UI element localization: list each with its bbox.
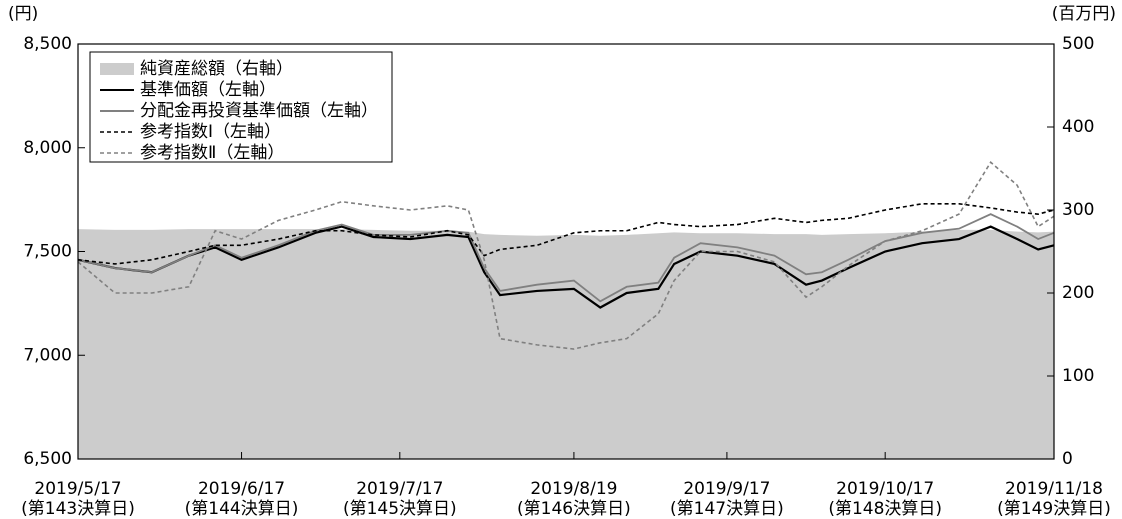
y2-tick-label: 500: [1062, 34, 1094, 54]
y-tick-label: 8,500: [23, 34, 72, 54]
y-axis-label: (円): [8, 4, 38, 24]
y-tick-label: 7,000: [23, 345, 72, 365]
x-tick-label: (第145決算日): [343, 499, 457, 519]
legend-label: 基準価額（左軸）: [140, 80, 276, 100]
x-tick-label: 2019/9/17: [683, 479, 770, 499]
x-tick-label: (第143決算日): [21, 499, 135, 519]
x-tick-label: (第144決算日): [185, 499, 299, 519]
legend-label: 参考指数Ⅱ（左軸）: [140, 143, 284, 163]
y2-tick-label: 0: [1062, 449, 1073, 469]
legend-swatch: [100, 63, 134, 75]
x-tick-label: 2019/5/17: [34, 479, 121, 499]
legend-box: [89, 51, 393, 163]
y2-tick-label: 100: [1062, 366, 1094, 386]
x-tick-label: (第147決算日): [670, 499, 784, 519]
x-tick-label: 2019/6/17: [198, 479, 285, 499]
y2-tick-label: 400: [1062, 117, 1094, 137]
legend-label: 分配金再投資基準価額（左軸）: [140, 101, 378, 121]
x-tick-label: 2019/8/19: [530, 479, 617, 499]
area: [78, 229, 1054, 459]
x-tick-label: (第148決算日): [828, 499, 942, 519]
y-tick-label: 8,000: [23, 138, 72, 158]
line: [77, 213, 1055, 303]
legend-label: 参考指数Ⅰ（左軸）: [140, 122, 281, 142]
line: [77, 225, 1055, 309]
x-tick-label: (第149決算日): [997, 499, 1111, 519]
y2-tick-label: 200: [1062, 283, 1094, 303]
x-tick-label: 2019/10/17: [836, 479, 934, 499]
y2-tick-label: 300: [1062, 200, 1094, 220]
y2-axis-label: (百万円): [1052, 4, 1116, 24]
line: [77, 202, 1055, 265]
x-tick-label: 2019/7/17: [356, 479, 443, 499]
y-tick-label: 6,500: [23, 449, 72, 469]
x-tick-label: 2019/11/18: [1005, 479, 1103, 499]
y-tick-label: 7,500: [23, 242, 72, 262]
x-tick-label: (第146決算日): [517, 499, 631, 519]
legend-label: 純資産総額（右軸）: [140, 59, 293, 79]
line: [77, 161, 1055, 350]
